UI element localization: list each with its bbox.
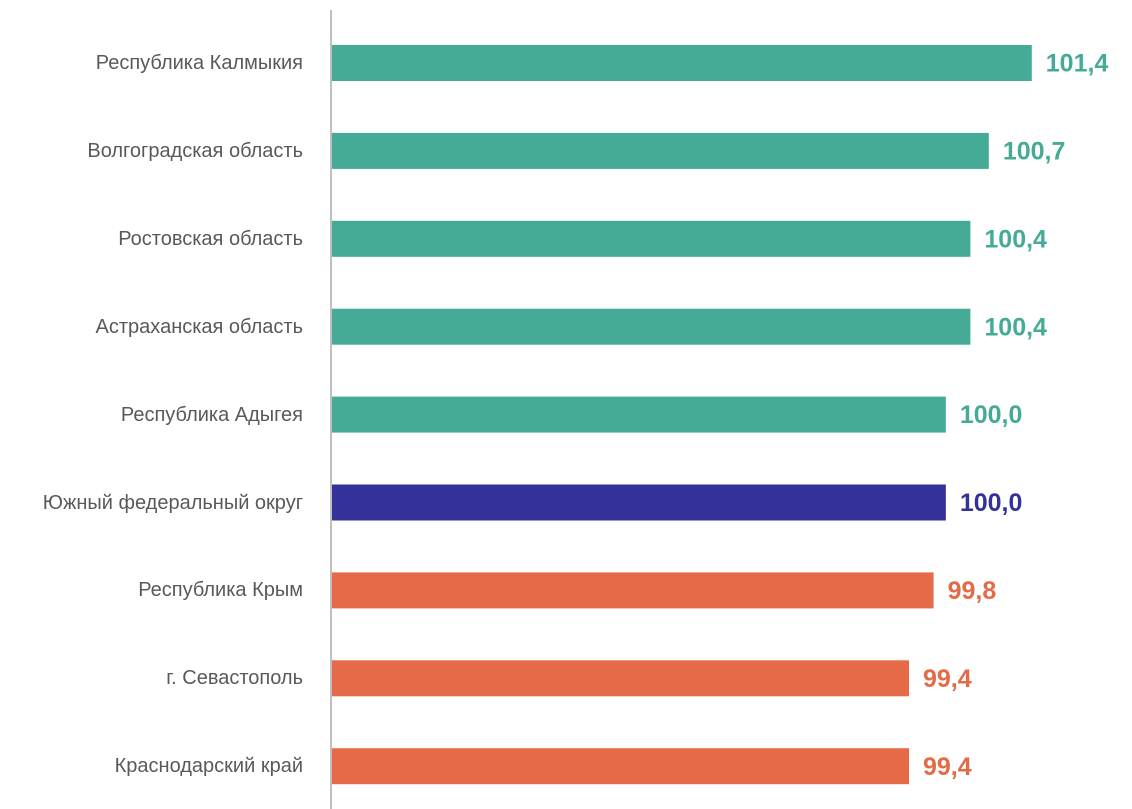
bar [332,308,971,345]
category-label: Республика Адыгея [120,403,303,426]
category-label: Республика Крым [138,579,303,602]
category-label: Краснодарский край [114,755,303,778]
category-label: г. Севастополь [166,667,303,690]
category-label: Южный федеральный округ [42,491,303,514]
bar [332,220,971,257]
bar [332,748,910,785]
data-label: 100,4 [984,225,1047,253]
category-label: Республика Калмыкия [95,52,303,74]
data-label: 100,4 [984,313,1047,341]
data-label: 100,0 [960,401,1023,429]
category-label: Ростовская область [118,227,303,250]
data-label: 100,0 [960,489,1023,517]
data-label: 99,4 [923,753,972,781]
data-label: 101,4 [1046,50,1109,78]
bar [332,45,1032,81]
bar [332,484,946,521]
bar [332,132,989,169]
data-label: 100,7 [1003,138,1066,166]
bar [332,396,946,433]
category-label: Волгоградская область [87,139,303,162]
data-label: 99,8 [948,577,997,605]
data-label: 99,4 [923,665,972,693]
bar [332,572,934,609]
category-label: Астраханская область [95,315,303,338]
bar [332,660,910,697]
